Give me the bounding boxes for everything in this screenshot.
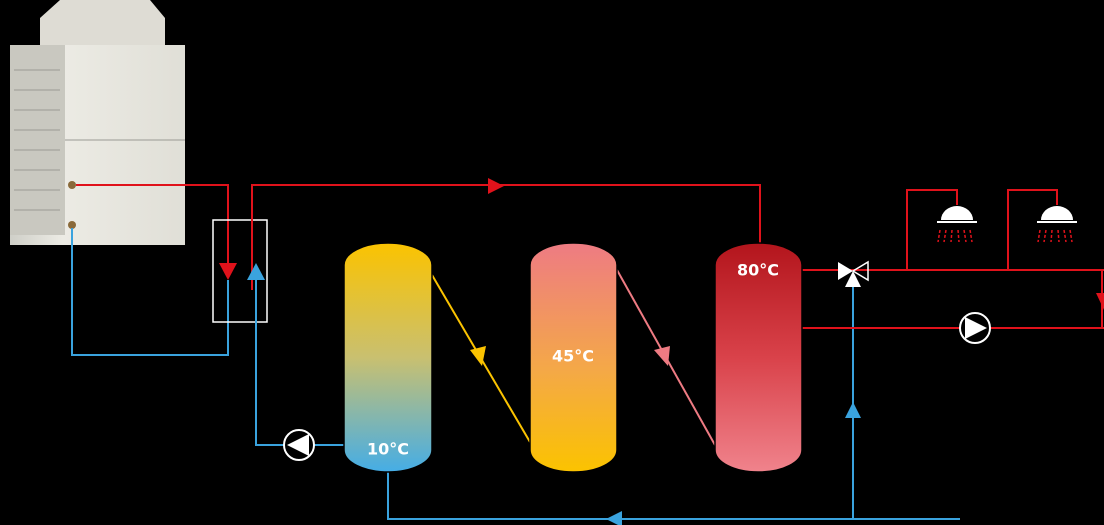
flow-arrows: [219, 178, 1104, 525]
pump: [283, 429, 315, 461]
heat-pump-unit: [10, 0, 185, 245]
shower: [937, 206, 977, 243]
pump: [959, 312, 991, 344]
tank: [529, 242, 618, 473]
tank: [714, 242, 803, 473]
tank: [343, 242, 433, 473]
tank-label: 10°C: [367, 440, 409, 459]
shower: [1037, 206, 1077, 243]
tank-label: 80°C: [737, 261, 779, 280]
tank-label: 45°C: [552, 347, 594, 366]
